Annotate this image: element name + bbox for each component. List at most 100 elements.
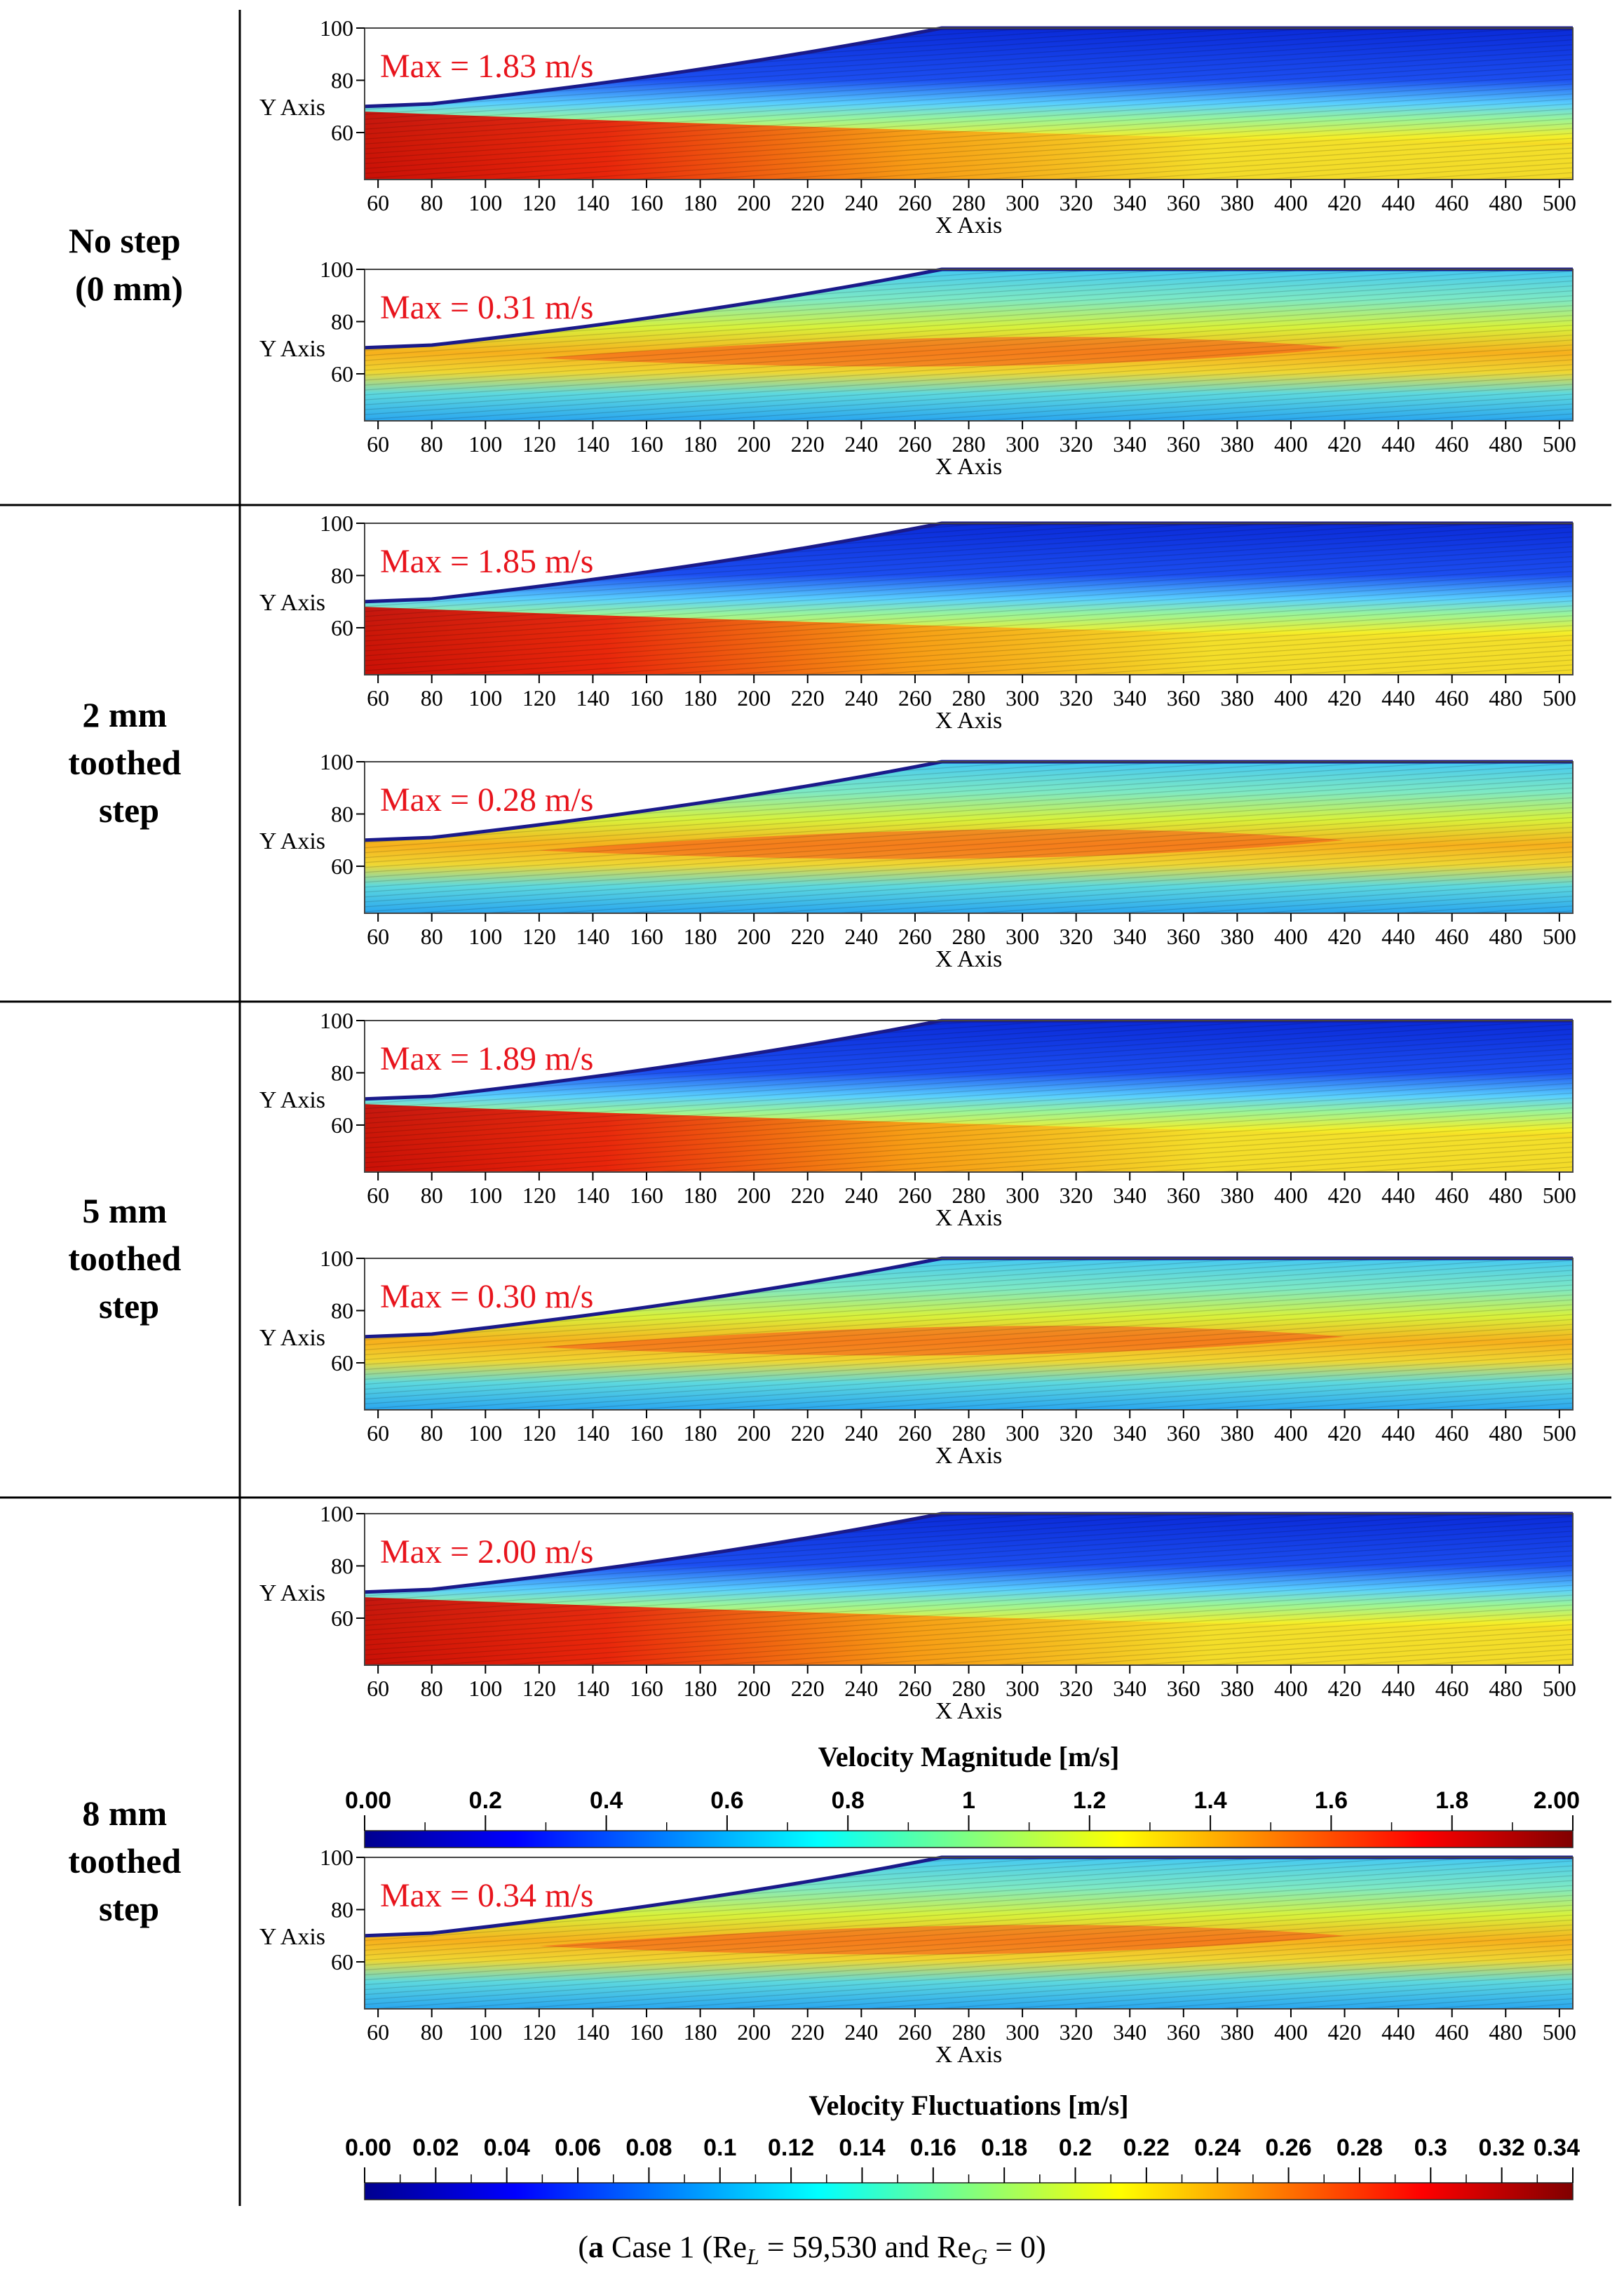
free-surface-2mm-fluctuations (364, 760, 1573, 842)
colorbar-tick-label: 1.6 (1315, 1787, 1348, 1814)
x-tick-label: 200 (737, 190, 771, 215)
x-tick-label: 100 (468, 924, 502, 949)
colorbar-tick-label: 0.4 (590, 1787, 623, 1814)
x-tick-label: 460 (1435, 1183, 1469, 1208)
x-tick-label: 380 (1220, 1420, 1254, 1446)
max-value-label: Max = 0.30 m/s (380, 1278, 593, 1315)
colorbar-tick-label: 1.8 (1435, 1787, 1468, 1814)
streamlines-nostep-magnitude (365, 28, 1573, 180)
x-tick-label: 340 (1113, 431, 1146, 457)
x-tick-label: 280 (952, 1676, 986, 1701)
x-tick-label: 320 (1060, 431, 1093, 457)
x-tick-label: 460 (1435, 924, 1469, 949)
x-tick-label: 80 (421, 1420, 443, 1446)
x-tick-label: 320 (1060, 924, 1093, 949)
free-surface-5mm-fluctuations (364, 1256, 1573, 1339)
x-tick-label: 440 (1381, 924, 1415, 949)
y-tick-label: 80 (331, 563, 353, 588)
x-tick-label: 200 (737, 685, 771, 711)
x-tick-label: 140 (576, 1676, 609, 1701)
x-tick-label: 360 (1167, 924, 1200, 949)
streamlines-8mm-fluctuations (365, 1857, 1573, 2009)
x-tick-label: 140 (576, 431, 609, 457)
x-tick-label: 120 (522, 1676, 556, 1701)
x-tick-label: 160 (630, 924, 663, 949)
x-tick-label: 60 (367, 431, 389, 457)
y-axis-label: Y Axis (259, 1924, 325, 1950)
x-axis-label: X Axis (935, 2042, 1002, 2068)
x-tick-label: 200 (737, 1183, 771, 1208)
x-tick-label: 80 (421, 1183, 443, 1208)
y-tick-label: 60 (331, 120, 353, 145)
x-axis-label: X Axis (935, 454, 1002, 480)
x-tick-label: 80 (421, 685, 443, 711)
x-tick-label: 260 (898, 1676, 932, 1701)
colorbar-tick-label: 0.34 (1534, 2134, 1580, 2161)
streamlines-8mm-magnitude (365, 1514, 1573, 1665)
x-tick-label: 400 (1274, 1676, 1308, 1701)
x-tick-label: 200 (737, 924, 771, 949)
x-tick-label: 100 (468, 2019, 502, 2045)
x-tick-label: 220 (791, 1676, 825, 1701)
x-tick-label: 440 (1381, 1676, 1415, 1701)
plot-8mm-magnitude: 60 80 100 120 140 160 180 200 220 240 260 280 300 320… (259, 1501, 1576, 1724)
x-tick-label: 380 (1220, 1676, 1254, 1701)
y-tick-label: 80 (331, 309, 353, 334)
x-tick-label: 120 (522, 1183, 556, 1208)
x-tick-label: 300 (1006, 431, 1039, 457)
y-axis-label: Y Axis (259, 336, 325, 362)
plot-2mm-fluctuations: 60 80 100 120 140 160 180 200 220 240 260 280 300 320… (259, 749, 1576, 972)
plot-5mm-magnitude: 60 80 100 120 140 160 180 200 220 240 260 280 300 320… (259, 1008, 1576, 1231)
y-tick-label: 100 (320, 1246, 353, 1271)
y-tick-label: 80 (331, 801, 353, 826)
x-tick-label: 240 (844, 190, 878, 215)
y-tick-label: 100 (320, 1501, 353, 1526)
x-tick-label: 380 (1220, 685, 1254, 711)
x-tick-label: 500 (1543, 1676, 1576, 1701)
x-tick-label: 460 (1435, 190, 1469, 215)
x-tick-label: 240 (844, 1183, 878, 1208)
colorbar-title: Velocity Fluctuations [m/s] (808, 2090, 1128, 2121)
colorbar-tick-label: 1.4 (1193, 1787, 1226, 1814)
x-axis-label: X Axis (935, 1698, 1002, 1724)
x-tick-label: 400 (1274, 431, 1308, 457)
x-tick-label: 480 (1489, 2019, 1522, 2045)
x-tick-label: 300 (1006, 190, 1039, 215)
row-label-2mm: 2 mm toothed step (68, 695, 190, 830)
x-tick-label: 340 (1113, 1676, 1146, 1701)
x-tick-label: 400 (1274, 685, 1308, 711)
colorbar-title: Velocity Magnitude [m/s] (818, 1741, 1120, 1772)
x-tick-label: 240 (844, 685, 878, 711)
x-tick-label: 160 (630, 1183, 663, 1208)
x-tick-label: 420 (1328, 431, 1362, 457)
colorbar-tick-label: 0.2 (1059, 2134, 1092, 2161)
y-tick-label: 60 (331, 1606, 353, 1631)
x-tick-label: 420 (1328, 1420, 1362, 1446)
x-tick-label: 300 (1006, 2019, 1039, 2045)
x-tick-label: 140 (576, 1420, 609, 1446)
free-surface-nostep-fluctuations (364, 267, 1573, 350)
x-tick-label: 360 (1167, 685, 1200, 711)
x-tick-label: 480 (1489, 1676, 1522, 1701)
x-tick-label: 100 (468, 1676, 502, 1701)
x-tick-label: 380 (1220, 924, 1254, 949)
x-tick-label: 220 (791, 1420, 825, 1446)
x-tick-label: 300 (1006, 1676, 1039, 1701)
x-tick-label: 440 (1381, 1420, 1415, 1446)
x-tick-label: 440 (1381, 190, 1415, 215)
max-value-label: Max = 0.31 m/s (380, 289, 593, 326)
y-tick-label: 60 (331, 615, 353, 640)
y-axis-label: Y Axis (259, 1325, 325, 1351)
y-tick-label: 60 (331, 361, 353, 386)
max-value-label: Max = 0.34 m/s (380, 1877, 593, 1914)
colorbar-tick-label: 0.16 (910, 2134, 956, 2161)
max-value-label: Max = 1.85 m/s (380, 543, 593, 580)
x-tick-label: 420 (1328, 1183, 1362, 1208)
x-tick-label: 140 (576, 190, 609, 215)
x-tick-label: 180 (684, 685, 717, 711)
streamlines-nostep-fluctuations (365, 269, 1573, 421)
x-tick-label: 80 (421, 2019, 443, 2045)
y-tick-label: 100 (320, 1008, 353, 1033)
x-tick-label: 360 (1167, 1183, 1200, 1208)
colorbar-tick-label: 0.32 (1479, 2134, 1525, 2161)
